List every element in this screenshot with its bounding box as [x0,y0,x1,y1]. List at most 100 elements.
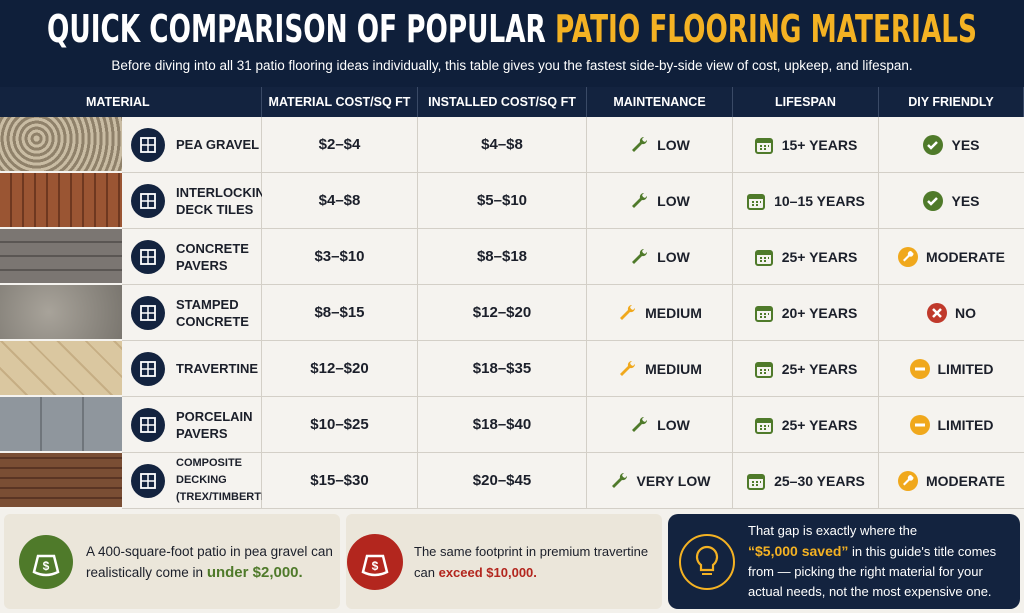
icon [909,414,930,435]
cost: $8–$18 [418,229,587,285]
money-icon: $ [347,533,403,590]
cost: $4–$8 [418,117,587,173]
diy: NO [927,302,976,323]
icon [131,295,165,330]
icon [632,136,648,152]
footer-text: That gap is exactly where the [748,523,918,538]
diy-cell: MODERATE [879,229,1024,285]
cost: $20–$45 [418,453,587,509]
title-highlight: PATIO FLOORING MATERIALS [555,7,977,51]
material-name: CONCRETE PAVERS [176,240,249,273]
material-cell: PEA GRAVEL [122,117,262,173]
icon [754,361,773,378]
cost: $18–$35 [418,341,587,397]
lifespan: 25+ YEARS [754,415,857,435]
icon [747,193,766,210]
diy-text: YES [951,136,980,153]
subtitle: Before diving into all 31 patio flooring… [111,58,913,73]
maintenance: LOW [629,415,690,435]
table-row: TRAVERTINE $12–$20 $18–$35 MEDIUM 25+ YEARS L… [0,341,1024,397]
lifespan: 20+ YEARS [754,303,857,323]
maintenance-cell: LOW [587,173,733,229]
icon [620,304,636,320]
table-row: COMPOSITE DECKING (TREX/TIMBERTECH) $15–$… [0,453,1024,509]
material-photo [0,341,122,397]
maintenance-text: LOW [657,192,690,209]
lifespan: 25–30 YEARS [746,471,865,491]
lifespan-cell: 15+ YEARS [733,117,879,173]
material-cell: STAMPED CONCRETE [122,285,262,341]
footer-text: in this guide's title comes from — picki… [748,544,997,599]
maintenance: MEDIUM [617,359,702,379]
maintenance-cell: VERY LOW [587,453,733,509]
icon [131,183,165,218]
maintenance-text: MEDIUM [645,360,702,377]
icon [632,416,648,432]
icon [754,305,773,322]
footer-text: A 400-square-foot patio in pea gravel ca… [86,543,333,580]
material-name: INTERLOCKING DECK TILES [176,184,275,217]
material-name: PEA GRAVEL [176,137,260,152]
table-row: PEA GRAVEL $2–$4 $4–$8 LOW 15+ YEARS YES [0,117,1024,173]
table-row: CONCRETE PAVERS $3–$10 $8–$18 LOW 25+ YEARS M… [0,229,1024,285]
bulb-icon [679,533,735,590]
icon [897,246,918,267]
maintenance-text: LOW [657,248,690,265]
diy: LIMITED [909,414,994,435]
cost: $12–$20 [262,341,418,397]
cost: $5–$10 [418,173,587,229]
lifespan-text: 25–30 YEARS [774,472,865,489]
footer-card: $ A 400-square-foot patio in pea gravel … [4,514,340,609]
material-cell: TRAVERTINE [122,341,262,397]
title-svg: QUICK COMPARISON OF POPULAR PATIO FLOORI… [47,7,977,51]
diy-text: LIMITED [937,360,994,377]
icon [131,351,165,386]
material-cell: COMPOSITE DECKING (TREX/TIMBERTECH) [122,453,288,509]
icon [927,302,947,323]
icon [923,190,944,211]
maintenance-text: VERY LOW [636,472,711,489]
title-part: QUICK COMPARISON OF POPULAR [47,7,546,51]
lifespan: 15+ YEARS [754,135,858,155]
table-row: STAMPED CONCRETE $8–$15 $12–$20 MEDIUM 20+ Y… [0,285,1024,341]
diy: LIMITED [909,358,994,379]
icon [620,360,636,376]
maintenance-cell: LOW [587,229,733,285]
footer-highlight: “$5,000 saved” [748,543,849,559]
material-cell: CONCRETE PAVERS [122,229,262,285]
material-name: TRAVERTINE [176,361,259,376]
icon [754,417,773,434]
maintenance: LOW [629,247,690,267]
cost: $8–$15 [262,285,418,341]
icon [754,137,773,154]
material-cell: PORCELAIN PAVERS [122,397,262,453]
money-icon: $ [19,534,73,589]
material-photo [0,117,122,173]
diy: YES [923,134,980,155]
icon [632,248,648,264]
cost: $10–$25 [262,397,418,453]
lifespan-cell: 10–15 YEARS [733,173,879,229]
column-header: MAINTENANCE [587,87,733,117]
icon [747,473,766,490]
diy-cell: LIMITED [879,397,1024,453]
maintenance: MEDIUM [617,303,702,323]
header: QUICK COMPARISON OF POPULAR PATIO FLOORI… [0,0,1024,87]
lifespan-cell: 25+ YEARS [733,397,879,453]
svg-text:$: $ [372,559,379,573]
maintenance-cell: MEDIUM [587,341,733,397]
lifespan-cell: 25+ YEARS [733,229,879,285]
diy: MODERATE [897,246,1005,267]
footer-text: The same footprint in premium travertine… [414,543,649,580]
lifespan-text: 15+ YEARS [781,136,858,153]
cost: $12–$20 [418,285,587,341]
lifespan-text: 25+ YEARS [781,248,858,265]
maintenance-text: MEDIUM [645,304,702,321]
icon [754,249,773,266]
material-name: COMPOSITE DECKING (TREX/TIMBERTECH) [176,457,288,503]
maintenance: LOW [629,191,690,211]
diy-cell: NO [879,285,1024,341]
column-header: DIY FRIENDLY [879,87,1024,117]
icon [632,192,648,208]
